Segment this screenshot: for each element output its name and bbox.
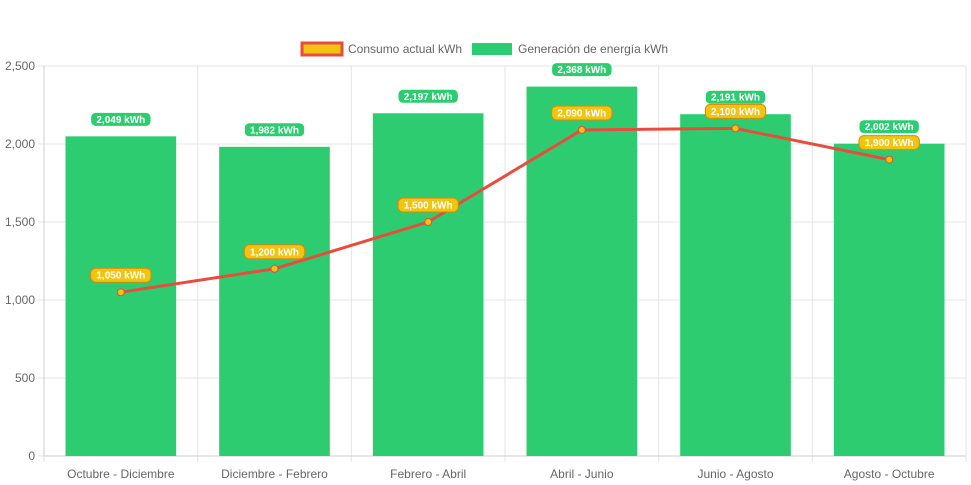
bar-data-label: 2,368 kWh	[557, 65, 606, 76]
y-tick-label: 500	[15, 371, 35, 385]
line-data-label-bg	[704, 103, 767, 119]
y-tick-label: 1,500	[5, 215, 35, 229]
bar	[372, 113, 484, 456]
line-point	[424, 218, 433, 226]
y-tick-label: 1,000	[5, 293, 35, 307]
bar-data-label: 2,191 kWh	[711, 93, 760, 104]
consumo-line	[120, 126, 890, 294]
line-data-label: 1,500 kWh	[404, 201, 453, 212]
line-data-label-bg	[397, 197, 459, 213]
bar	[526, 86, 638, 456]
x-tick-label: Junio - Agosto	[697, 467, 773, 481]
x-tick-label: Abril - Junio	[550, 467, 614, 481]
x-tick-label: Octubre - Diciembre	[67, 467, 175, 481]
bar-data-label: 2,002 kWh	[865, 122, 914, 133]
bar-data-label-bg	[551, 62, 613, 78]
x-axis: Octubre - Diciembre Diciembre - Febrero Fe…	[44, 455, 966, 481]
bar-data-label: 2,197 kWh	[404, 92, 453, 103]
legend-swatch-consumo	[300, 41, 344, 57]
line-data-label-bg	[551, 105, 613, 121]
bar-series	[65, 86, 945, 457]
y-tick-label: 2,000	[5, 137, 35, 151]
bar-data-label: 2,049 kWh	[96, 115, 145, 126]
x-tick-label: Febrero - Abril	[390, 467, 466, 481]
grid	[38, 65, 967, 462]
line-point	[731, 124, 740, 133]
legend-label-generacion: Generación de energía kWh	[518, 42, 668, 56]
x-tick-label: Agosto - Octubre	[844, 467, 935, 481]
bar-data-label: 1,982 kWh	[250, 125, 299, 136]
bar-data-label-bg	[90, 111, 152, 127]
line-point	[885, 155, 894, 164]
legend: Consumo actual kWh Generación de energía…	[300, 41, 668, 57]
bar-data-label-bg	[858, 119, 920, 135]
line-data-label-bg	[243, 244, 306, 260]
line-data-label: 1,050 kWh	[96, 271, 145, 282]
line-data-label: 2,090 kWh	[557, 108, 606, 119]
line-point	[270, 264, 279, 273]
data-labels: 2,049 kWh 1,982 kWh 2,197 kWh 2,368 kWh 2,19…	[90, 62, 920, 283]
line-point	[577, 125, 586, 134]
line-series	[116, 124, 894, 297]
line-data-label-bg	[858, 135, 920, 151]
legend-swatch-generacion	[472, 43, 512, 55]
bar-data-label-bg	[243, 122, 306, 138]
bar	[219, 146, 330, 457]
bar	[680, 114, 791, 456]
line-data-label: 1,900 kWh	[865, 138, 914, 149]
bar	[833, 143, 945, 457]
line-data-label: 2,100 kWh	[711, 107, 760, 118]
bar-data-label-bg	[397, 88, 459, 104]
line-point	[116, 288, 125, 297]
legend-label-consumo: Consumo actual kWh	[348, 42, 462, 56]
line-data-label-bg	[90, 267, 152, 283]
x-tick-label: Diciembre - Febrero	[221, 467, 328, 481]
y-tick-label: 0	[28, 449, 35, 463]
y-tick-label: 2,500	[5, 59, 35, 73]
y-axis: 0 500 1,000 1,500 2,000 2,500	[5, 59, 45, 463]
line-data-label: 1,200 kWh	[250, 247, 299, 258]
